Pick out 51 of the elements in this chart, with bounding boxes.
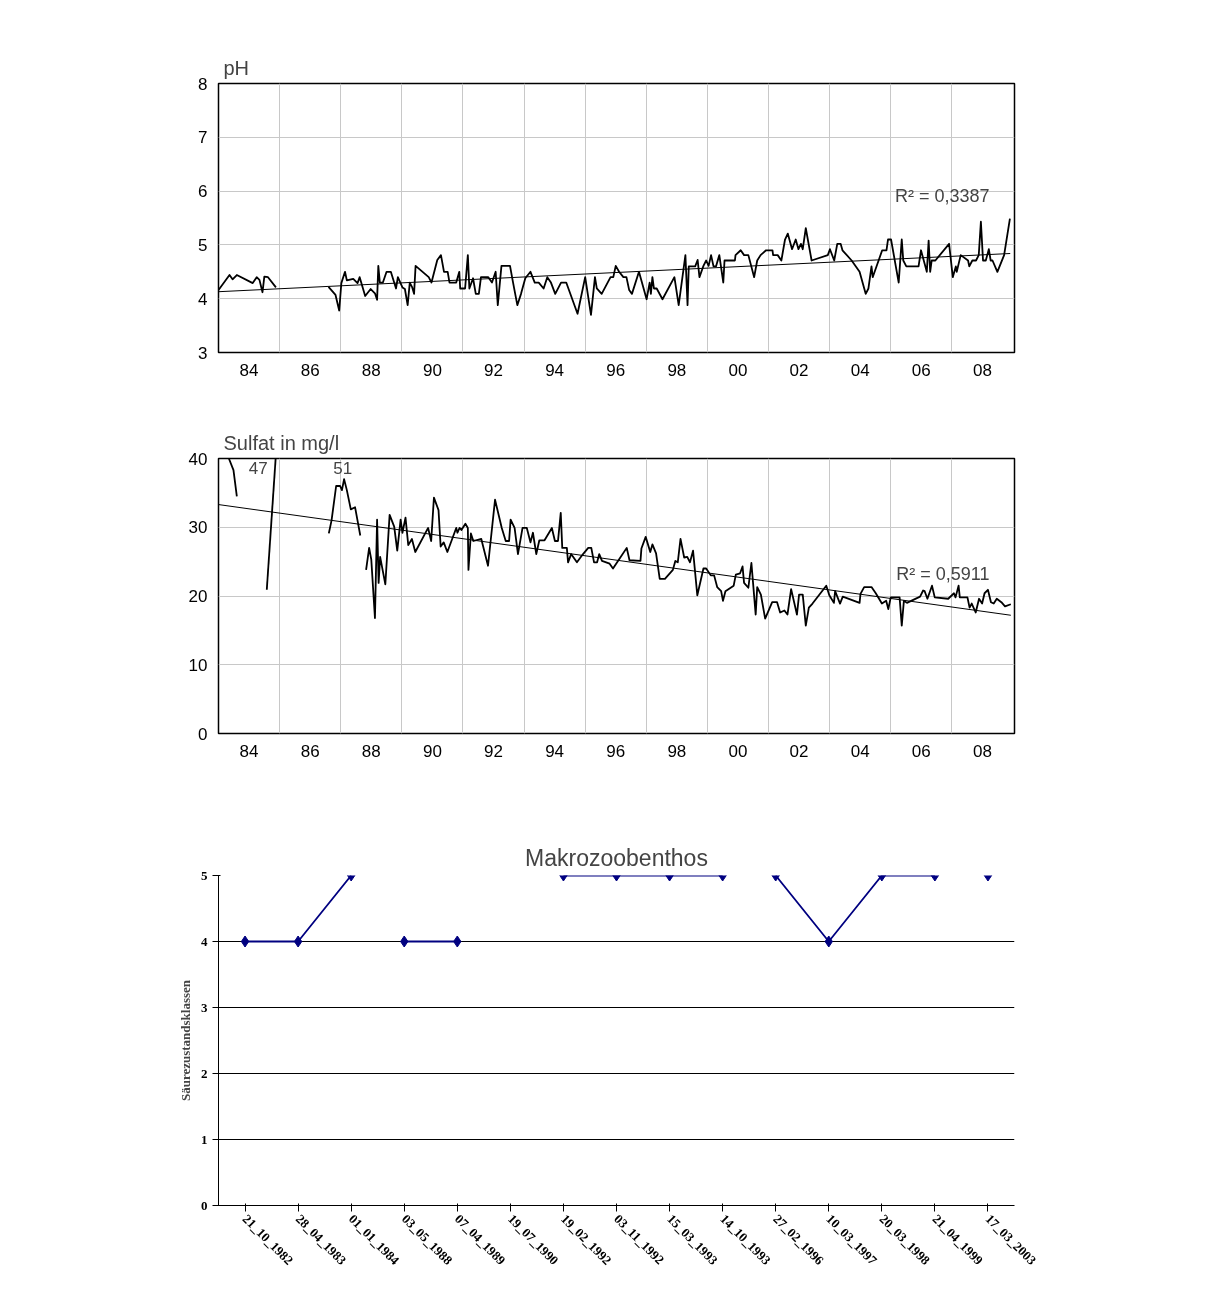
x-tick-label: 94: [545, 741, 565, 761]
y-tick-label: 20: [188, 587, 208, 606]
x-tick-label: 02: [789, 360, 809, 380]
x-tick-label: 94: [545, 360, 565, 380]
y-tick-label: 7: [198, 128, 208, 148]
x-tick-label: 04: [850, 360, 870, 380]
x-tick-label: 98: [667, 360, 687, 380]
x-tick-label: 84: [239, 360, 259, 380]
x-tick-label: 02: [789, 741, 809, 761]
y-tick-label: 0: [198, 724, 208, 744]
y-axis-title: pH: [223, 56, 250, 79]
y-axis-title: Säurezustandsklassen: [178, 979, 193, 1102]
x-tick-label: 88: [361, 360, 381, 380]
x-tick-label: 86: [300, 360, 320, 380]
x-tick-label: 92: [484, 741, 503, 761]
annotation: R² = 0,5911: [896, 564, 990, 584]
y-tick-label: 0: [201, 1197, 208, 1213]
x-tick-label: 90: [422, 360, 442, 380]
y-tick-label: 4: [198, 289, 208, 309]
y-tick-label: 10: [188, 655, 208, 675]
y-tick-label: 1: [201, 1131, 208, 1147]
x-tick-label: 00: [728, 741, 748, 761]
chart-title: Makrozoobenthos: [525, 844, 708, 871]
x-tick-label: 06: [911, 741, 931, 761]
y-tick-label: 8: [198, 74, 208, 94]
x-tick-label: 00: [728, 360, 748, 380]
x-tick-label: 08: [972, 741, 992, 761]
annotation: R² = 0,3387: [894, 186, 990, 207]
x-tick-label: 88: [361, 741, 381, 761]
y-tick-label: 5: [201, 867, 208, 883]
x-tick-label: 92: [484, 360, 503, 380]
x-tick-label: 04: [850, 741, 870, 761]
x-tick-label: 98: [667, 741, 687, 761]
y-tick-label: 40: [188, 449, 208, 469]
x-tick-label: 86: [300, 741, 320, 761]
x-tick-label: 96: [606, 360, 626, 380]
y-tick-label: 3: [201, 999, 208, 1015]
y-tick-label: 3: [198, 343, 208, 363]
y-tick-label: 6: [198, 182, 208, 202]
y-axis-title: Sulfat in mg/l: [223, 431, 340, 454]
x-tick-label: 84: [239, 741, 259, 761]
y-tick-label: 2: [201, 1065, 208, 1081]
y-tick-label: 5: [198, 235, 208, 255]
y-tick-label: 4: [201, 933, 208, 949]
x-tick-label: 06: [911, 360, 931, 380]
x-tick-label: 96: [606, 741, 626, 761]
x-tick-label: 90: [422, 741, 442, 761]
annotation: 47: [248, 458, 268, 478]
y-tick-label: 30: [188, 518, 208, 538]
annotation: 51: [333, 458, 353, 478]
x-tick-label: 08: [972, 360, 992, 380]
